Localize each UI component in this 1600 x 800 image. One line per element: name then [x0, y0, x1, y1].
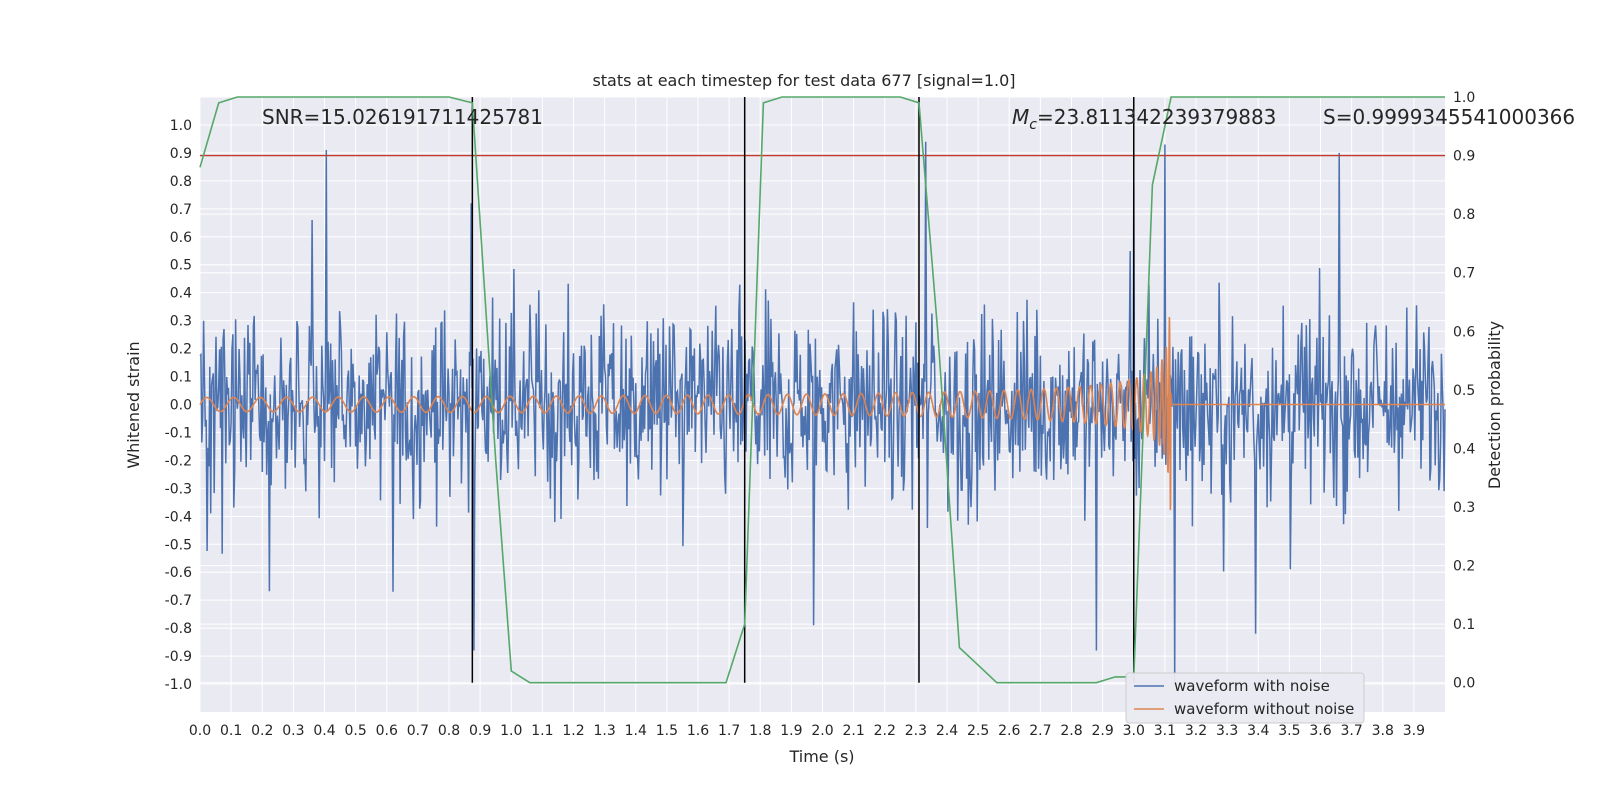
x-tick-label: 2.7: [1029, 723, 1051, 739]
mc-annotation: Mc=23.811342239379883: [1012, 105, 1276, 133]
y-ticks: 1.0 0.9 0.8 0.7 0.6 0.5 0.4 0.3 0.2 0.1 0.0 -0.1 -0.…: [165, 118, 192, 693]
x-tick-label: 2.8: [1060, 723, 1082, 739]
y-tick-label: 0.8: [170, 174, 192, 190]
y-axis-label: Whitened strain: [124, 341, 143, 468]
x-tick-label: 0.4: [313, 723, 335, 739]
y-tick-label: 0.7: [170, 202, 192, 218]
x-tick-label: 1.7: [718, 723, 740, 739]
x-tick-label: 0.6: [376, 723, 398, 739]
x-tick-label: 1.4: [625, 723, 647, 739]
x-tick-label: 0.7: [407, 723, 429, 739]
legend-label-noise: waveform with noise: [1174, 677, 1330, 695]
y2-tick-label: 0.7: [1453, 266, 1475, 282]
x-axis-label: Time (s): [788, 747, 854, 766]
y2-tick-label: 0.0: [1453, 676, 1475, 692]
x-tick-label: 2.5: [967, 723, 989, 739]
y2-tick-label: 0.6: [1453, 324, 1475, 340]
y2-tick-label: 0.4: [1453, 441, 1475, 457]
y-tick-label: 0.5: [170, 258, 192, 274]
x-tick-label: 2.3: [905, 723, 927, 739]
x-tick-label: 2.9: [1091, 723, 1113, 739]
probability-curve: [199, 96, 1445, 684]
x-tick-label: 3.0: [1123, 723, 1145, 739]
x-tick-label: 0.0: [189, 723, 211, 739]
noisy-waveform-line: [199, 141, 1446, 685]
snr-annotation: SNR=15.026191711425781: [262, 105, 543, 129]
x-tick-label: 1.2: [562, 723, 584, 739]
x-tick-label: 2.2: [874, 723, 896, 739]
x-tick-label: 1.0: [500, 723, 522, 739]
probability-line: [199, 96, 1445, 684]
x-tick-label: 1.5: [656, 723, 678, 739]
y-tick-label: -0.8: [165, 621, 192, 637]
x-tick-label: 3.9: [1403, 723, 1425, 739]
y2-tick-label: 0.1: [1453, 617, 1475, 633]
x-tick-label: 2.4: [936, 723, 958, 739]
x-tick-label: 0.1: [220, 723, 242, 739]
chart-title: stats at each timestep for test data 677…: [592, 71, 1015, 90]
y-tick-label: -0.7: [165, 593, 192, 609]
noisy-waveform: [199, 141, 1446, 685]
x-tick-label: 2.6: [998, 723, 1020, 739]
mc-subscript: c: [1029, 117, 1037, 133]
y-tick-label: 0.1: [170, 370, 192, 386]
y-tick-label: -0.2: [165, 453, 192, 469]
y-tick-label: -0.4: [165, 509, 192, 525]
x-tick-label: 3.6: [1309, 723, 1331, 739]
y-tick-label: 0.6: [170, 230, 192, 246]
x-ticks: 0.0 0.1 0.2 0.3 0.4 0.5 0.6 0.7 0.8 0.9 1.0 1.1 1.2 1…: [189, 723, 1425, 739]
x-tick-label: 1.8: [749, 723, 771, 739]
y-tick-label: -1.0: [165, 677, 192, 693]
x-tick-label: 0.8: [438, 723, 460, 739]
x-tick-label: 1.6: [687, 723, 709, 739]
mc-value: =23.811342239379883: [1037, 105, 1276, 129]
y-tick-label: -0.6: [165, 565, 192, 581]
y2-tick-label: 0.5: [1453, 383, 1475, 399]
legend: waveform with noise waveform without noi…: [1125, 672, 1365, 724]
x-tick-label: 0.2: [251, 723, 273, 739]
x-tick-label: 3.4: [1247, 723, 1269, 739]
x-tick-label: 0.9: [469, 723, 491, 739]
clean-waveform: [199, 316, 1445, 511]
y-tick-label: -0.9: [165, 649, 192, 665]
x-tick-label: 1.9: [780, 723, 802, 739]
x-tick-label: 0.5: [344, 723, 366, 739]
x-tick-label: 1.3: [593, 723, 615, 739]
y2-tick-label: 0.2: [1453, 559, 1475, 575]
y-tick-label: 0.2: [170, 342, 192, 358]
legend-box: [1125, 672, 1365, 724]
x-tick-label: 3.8: [1372, 723, 1394, 739]
y2-tick-label: 1.0: [1453, 90, 1475, 106]
x-tick-label: 3.7: [1340, 723, 1362, 739]
clean-waveform-line: [199, 316, 1445, 511]
y2-tick-label: 0.9: [1453, 149, 1475, 165]
y-tick-label: 0.3: [170, 314, 192, 330]
y-tick-label: -0.3: [165, 481, 192, 497]
y-tick-label: -0.5: [165, 537, 192, 553]
y-tick-label: 0.9: [170, 146, 192, 162]
x-tick-label: 3.5: [1278, 723, 1300, 739]
y2-ticks: 1.0 0.9 0.8 0.7 0.6 0.5 0.4 0.3 0.2 0.1 0.0: [1453, 90, 1475, 692]
x-tick-label: 2.0: [811, 723, 833, 739]
legend-label-clean: waveform without noise: [1174, 700, 1354, 718]
y-tick-label: -0.1: [165, 425, 192, 441]
s-annotation: S=0.9999345541000366: [1323, 105, 1575, 129]
x-tick-label: 0.3: [282, 723, 304, 739]
y-tick-label: 0.0: [170, 398, 192, 414]
x-tick-label: 3.1: [1154, 723, 1176, 739]
x-tick-label: 3.3: [1216, 723, 1238, 739]
x-tick-label: 3.2: [1185, 723, 1207, 739]
y-tick-label: 1.0: [170, 118, 192, 134]
y-tick-label: 0.4: [170, 286, 192, 302]
vertical-markers: [471, 97, 1135, 683]
y2-tick-label: 0.3: [1453, 500, 1475, 516]
x-tick-label: 1.1: [531, 723, 553, 739]
mc-symbol: M: [1012, 105, 1029, 129]
y2-tick-label: 0.8: [1453, 207, 1475, 223]
y2-axis-label: Detection probability: [1485, 321, 1504, 489]
x-tick-label: 2.1: [842, 723, 864, 739]
